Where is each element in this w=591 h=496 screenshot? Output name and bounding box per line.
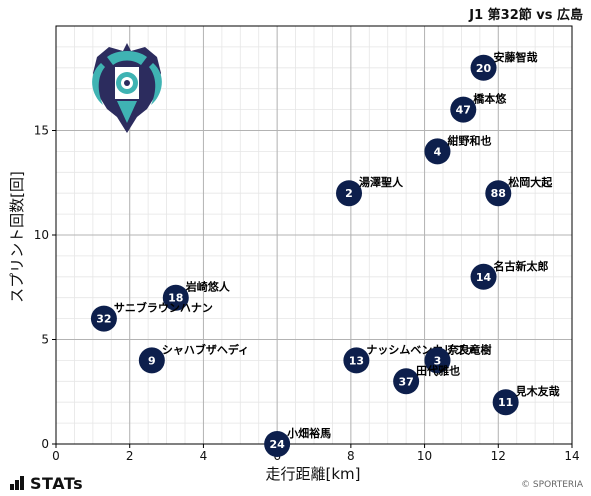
player-number-label: 20 — [476, 62, 492, 75]
player-number-label: 13 — [349, 354, 364, 367]
player-number-label: 18 — [168, 292, 183, 305]
player-marker — [393, 368, 420, 395]
player-name-label: 安藤智哉 — [494, 50, 538, 64]
player-number-label: 24 — [269, 438, 285, 451]
player-number-label: 4 — [434, 145, 442, 158]
player-number-label: 37 — [398, 375, 413, 388]
x-tick-label: 8 — [347, 449, 355, 463]
player-number-label: 9 — [148, 354, 156, 367]
y-axis: 0 5 10 15 — [34, 124, 56, 451]
player-marker — [162, 284, 189, 311]
player-name-label: 奈良竜樹 — [446, 342, 491, 356]
player-name-label: 松岡大起 — [508, 175, 553, 189]
y-axis-label: スプリント回数[回] — [8, 171, 26, 303]
x-tick-label: 0 — [52, 449, 60, 463]
player-name-label: サニブラウンハナン — [114, 301, 213, 315]
player-name-label: 名古新太郎 — [494, 259, 549, 273]
x-axis-label: 走行距離[km] — [265, 465, 360, 483]
player-name-label: 小畑裕馬 — [286, 426, 331, 440]
y-tick-label: 15 — [34, 124, 49, 138]
player-marker — [485, 180, 512, 207]
player-marker — [90, 305, 117, 332]
player-marker — [343, 347, 370, 374]
player-name-label: ナッシムベンカリファ — [366, 343, 476, 356]
x-tick-label: 4 — [200, 449, 208, 463]
player-marker — [470, 54, 497, 81]
player-name-label: 橋本悠 — [473, 92, 507, 106]
copyright-credit: © SPORTERIA — [521, 480, 583, 490]
player-marker — [264, 431, 291, 457]
player-point: 9 シャハブザヘディ — [138, 342, 249, 374]
player-name-label: 湯澤聖人 — [359, 175, 404, 189]
chart-title: J1 第32節 vs 広島 — [468, 7, 583, 23]
x-tick-label: 12 — [491, 449, 506, 463]
player-number-label: 14 — [476, 271, 492, 284]
player-number-label: 47 — [456, 104, 471, 117]
x-tick-label: 2 — [126, 449, 134, 463]
player-number-label: 88 — [491, 187, 506, 200]
player-point: 4 紺野和也 — [424, 133, 491, 165]
y-tick-label: 0 — [41, 437, 49, 451]
club-emblem-icon — [92, 43, 162, 133]
player-marker — [336, 180, 363, 207]
bar-chart-icon — [10, 476, 24, 490]
x-tick-label: 10 — [417, 449, 432, 463]
player-number-label: 32 — [96, 313, 111, 326]
player-number-label: 3 — [434, 354, 442, 367]
player-name-label: 田代雅也 — [416, 363, 460, 377]
player-name-label: 紺野和也 — [447, 133, 491, 147]
player-marker — [424, 347, 451, 374]
x-axis: 02468101214 — [52, 444, 580, 463]
player-number-label: 2 — [345, 187, 353, 200]
player-number-label: 11 — [498, 396, 513, 409]
player-marker — [492, 389, 519, 416]
player-point: 3 奈良竜樹 — [424, 342, 491, 374]
player-marker — [138, 347, 165, 374]
player-name-label: 見木友哉 — [515, 384, 560, 398]
player-marker — [424, 138, 451, 165]
player-marker — [470, 263, 497, 290]
player-marker — [450, 96, 477, 123]
stats-brand-label: STATs — [30, 473, 84, 493]
player-point: 2 湯澤聖人 — [336, 175, 404, 207]
player-name-label: 岩崎悠人 — [185, 280, 231, 294]
stats-logo: STATs — [10, 473, 84, 493]
y-tick-label: 5 — [41, 333, 49, 347]
x-tick-label: 14 — [564, 449, 579, 463]
player-name-label: シャハブザヘディ — [162, 342, 249, 356]
y-tick-label: 10 — [34, 228, 49, 242]
